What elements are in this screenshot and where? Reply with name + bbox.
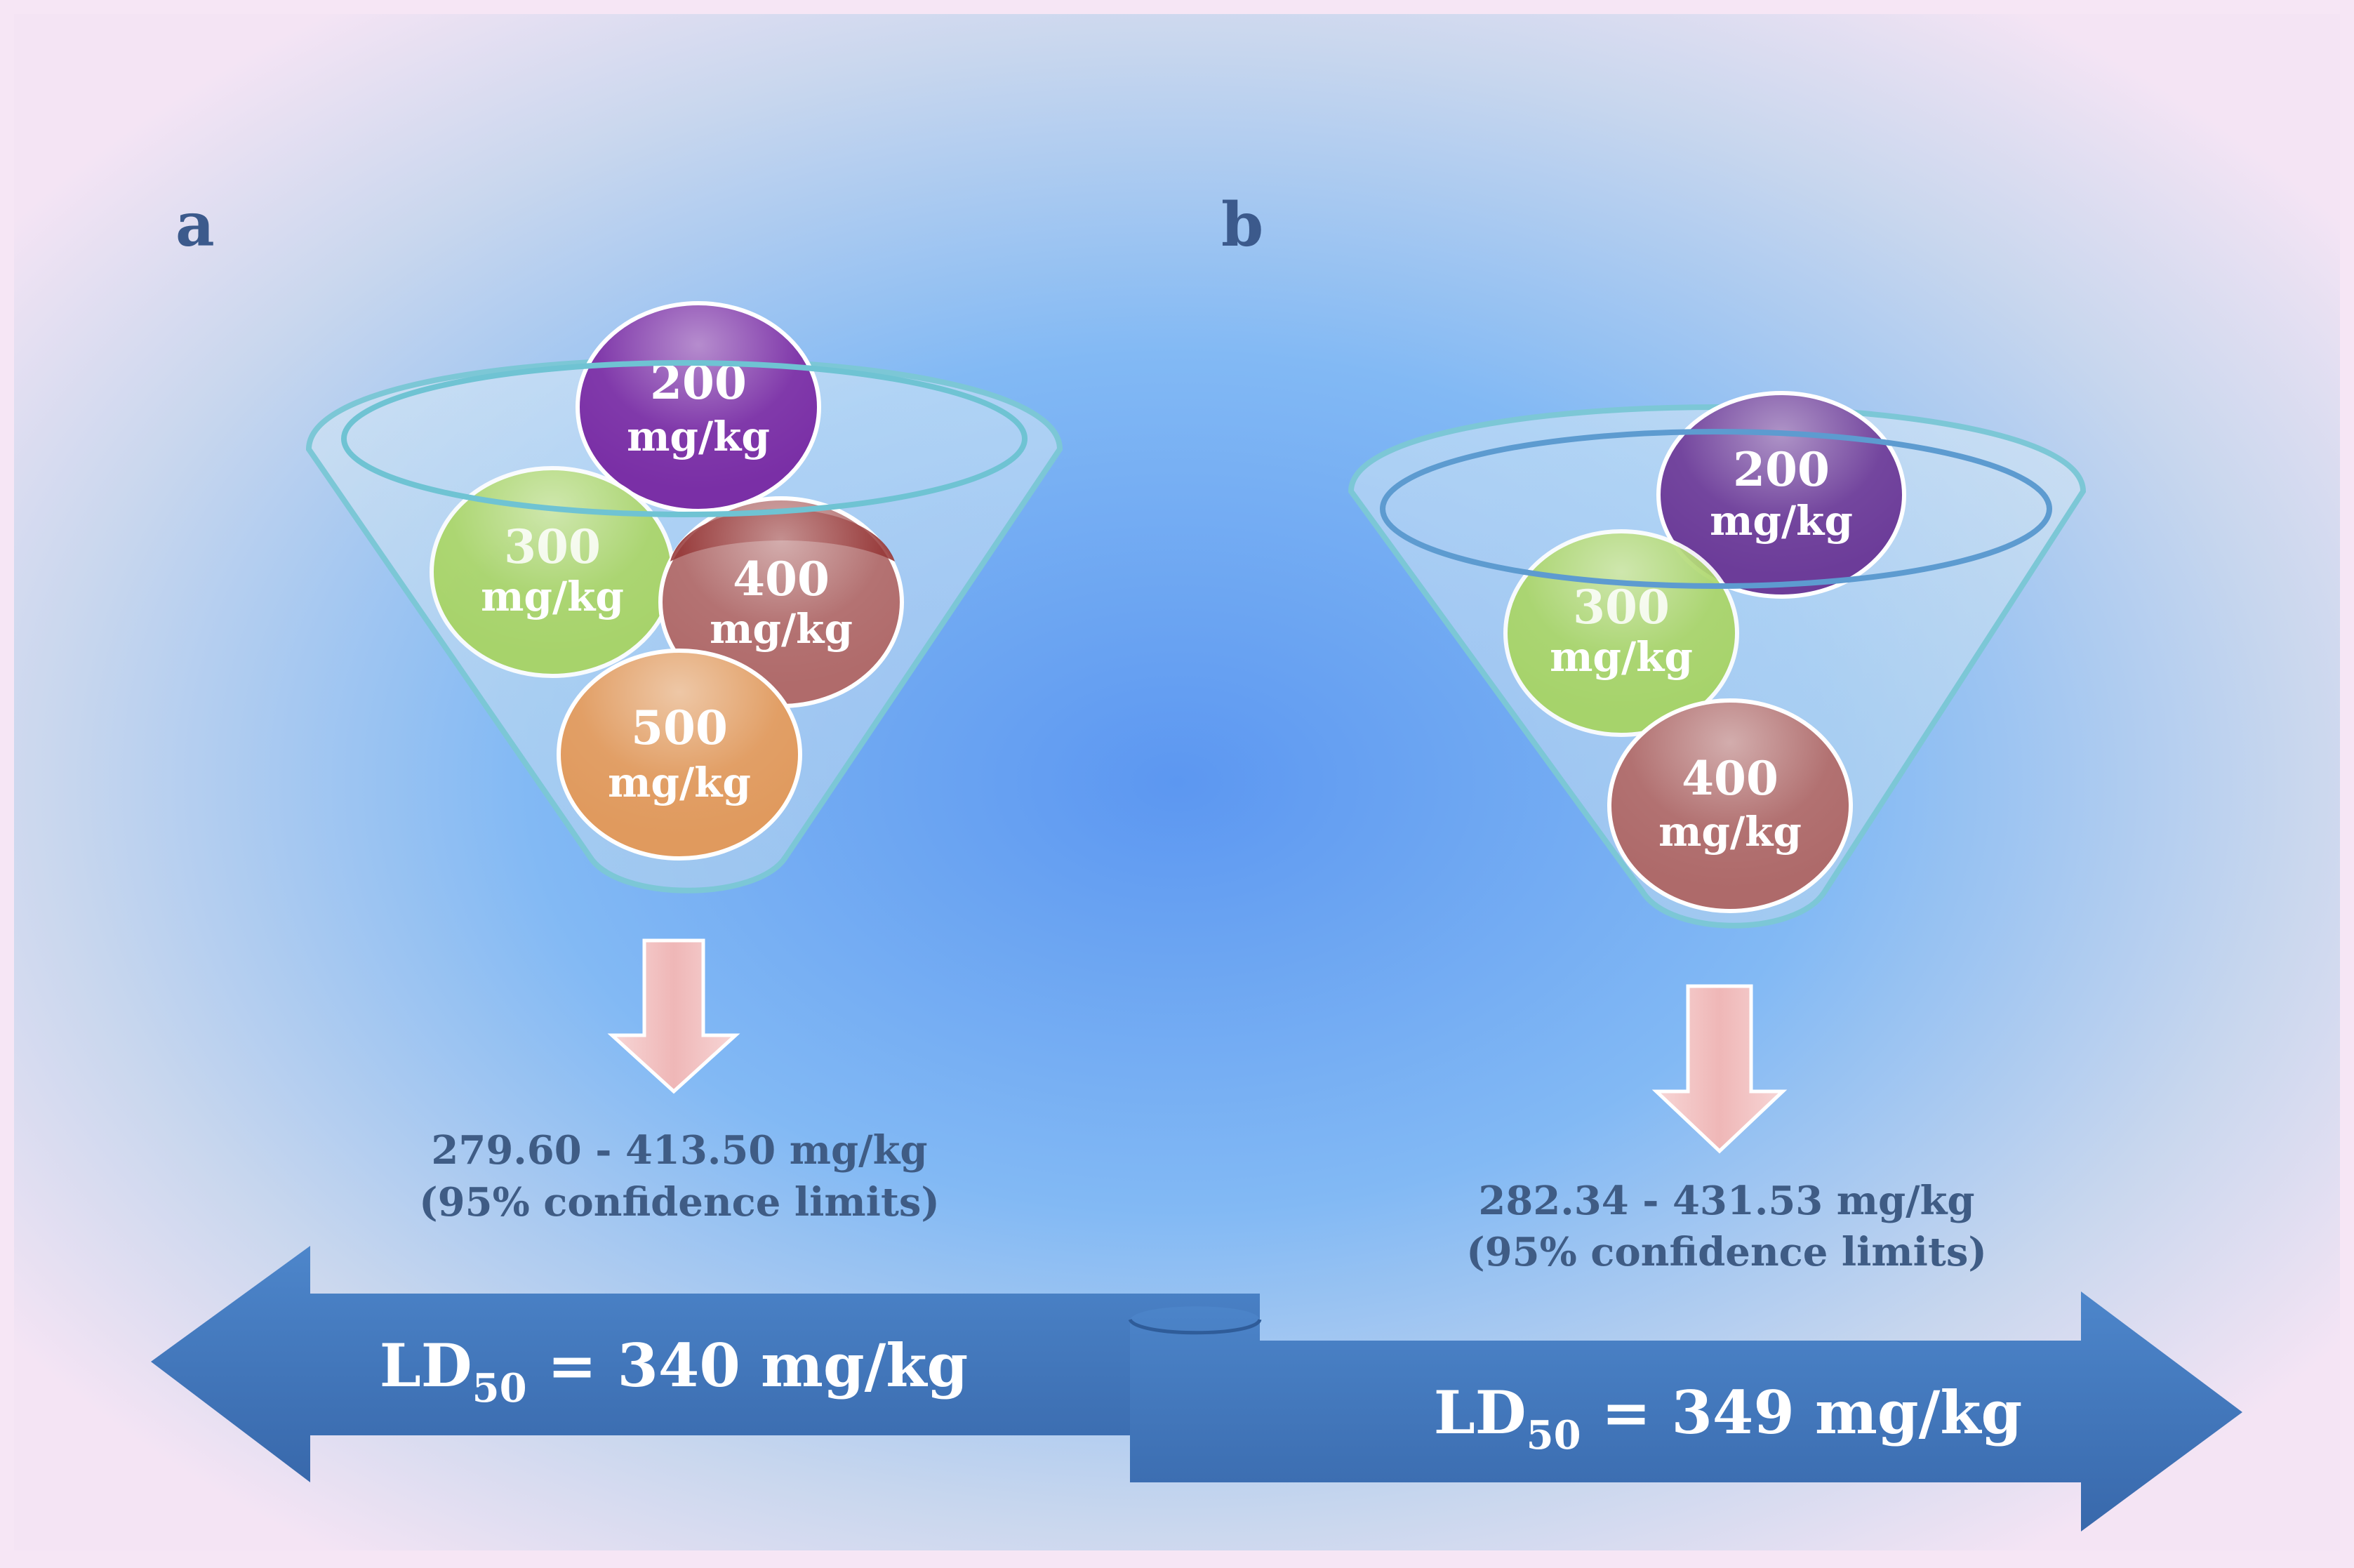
panel-b-label: b <box>1221 190 1263 260</box>
dose-unit: mg/kg <box>1550 633 1693 681</box>
dose-ball-200: 200 mg/kg <box>576 301 821 513</box>
dose-unit: mg/kg <box>627 413 770 460</box>
dose-ball-500: 500 mg/kg <box>557 649 802 861</box>
dose-ball-400: 400 mg/kg <box>658 496 904 708</box>
dose-ball-200: 200 mg/kg <box>1656 391 1906 599</box>
dose-value: 500 <box>631 700 728 755</box>
dose-unit: mg/kg <box>1710 497 1853 545</box>
confidence-range-a: 279.60 - 413.50 mg/kg <box>431 1127 927 1174</box>
dose-value: 400 <box>1682 751 1778 806</box>
funnel-a-rim <box>341 360 1028 517</box>
ld50-b-subscript: 50 <box>1527 1412 1581 1459</box>
dose-unit: mg/kg <box>710 605 853 653</box>
down-arrow-b <box>1651 984 1788 1154</box>
down-arrow-a <box>607 938 740 1094</box>
funnel-b-rim <box>1380 429 2052 589</box>
ld50-b-prefix: LD <box>1434 1378 1527 1447</box>
panel-a: a 200 mg/kg 300 mg/kg 400 mg/kg 500 m <box>175 190 1063 1225</box>
ld50-a-subscript: 50 <box>472 1365 527 1411</box>
ld50-b: LD50 = 349 mg/kg <box>1434 1378 2023 1459</box>
ld50-a-value: = 340 mg/kg <box>527 1331 969 1400</box>
dose-value: 300 <box>1573 580 1670 634</box>
dose-ball-300: 300 mg/kg <box>1503 529 1739 737</box>
ld50-a-prefix: LD <box>380 1331 472 1400</box>
dose-unit: mg/kg <box>608 759 751 806</box>
dose-unit: mg/kg <box>1658 808 1802 856</box>
left-band-arrow <box>151 1246 1260 1482</box>
ld50-band: LD50 = 340 mg/kg LD50 = 349 mg/kg <box>151 1246 2242 1532</box>
dose-value: 400 <box>733 552 830 606</box>
confidence-note-b: (95% confidence limits) <box>1466 1229 1987 1275</box>
dose-ball-400: 400 mg/kg <box>1607 698 1853 913</box>
panel-a-label: a <box>175 190 215 260</box>
ld50-b-value: = 349 mg/kg <box>1581 1378 2023 1447</box>
dose-value: 300 <box>504 519 601 574</box>
dose-value: 200 <box>1733 442 1830 497</box>
confidence-note-a: (95% confidence limits) <box>419 1179 940 1225</box>
confidence-range-b: 282.34 - 431.53 mg/kg <box>1478 1178 1974 1224</box>
dose-ball-300: 300 mg/kg <box>430 466 675 678</box>
panel-b: b 200 mg/kg 300 mg/kg 400 mg/kg 282.34 -… <box>1221 190 2087 1275</box>
dose-unit: mg/kg <box>481 573 624 620</box>
right-band-arrow <box>1130 1291 2242 1532</box>
ld50-a: LD50 = 340 mg/kg <box>380 1331 969 1411</box>
